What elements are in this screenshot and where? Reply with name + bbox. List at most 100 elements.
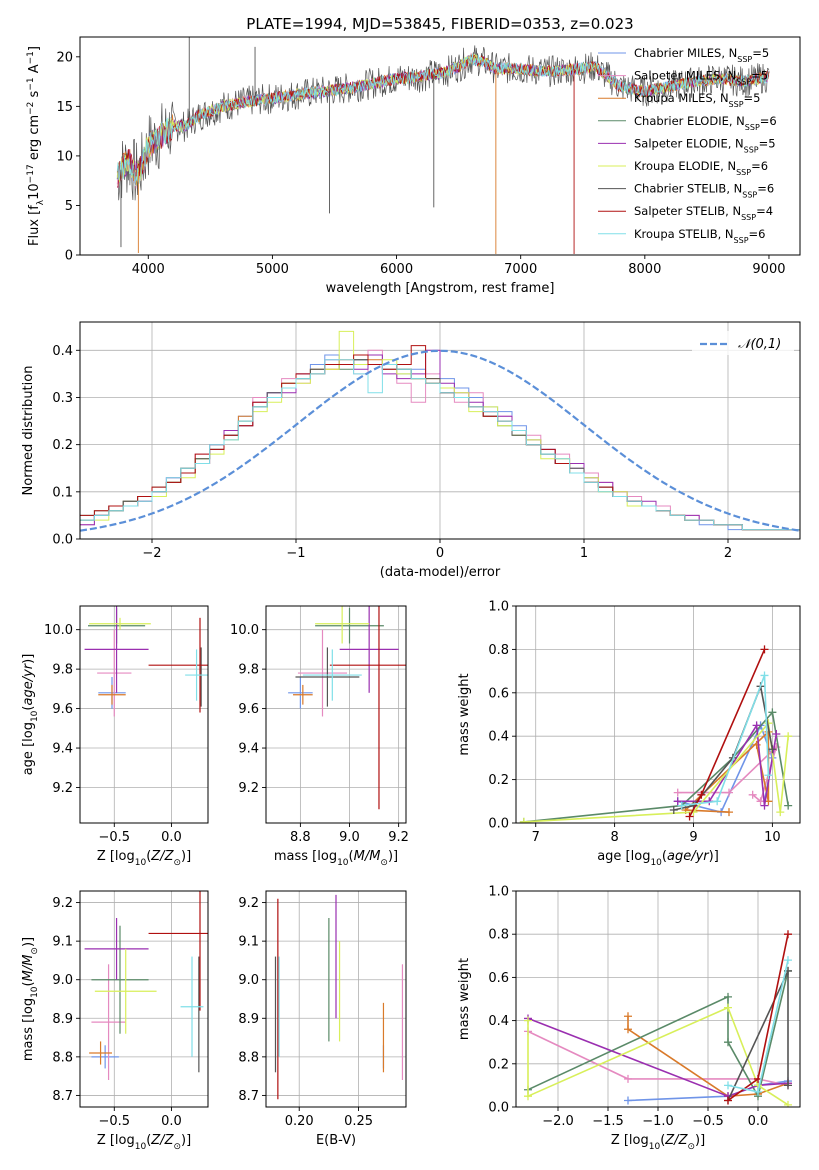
y-tick-label: 0.2 xyxy=(488,773,509,788)
y-tick-label: 9.6 xyxy=(52,702,73,717)
legend-entry-label: Chabrier ELODIE, N xyxy=(634,114,745,128)
x-tick-label: −1 xyxy=(286,546,305,561)
x-tick-label: 9.0 xyxy=(339,830,360,845)
x-axis-label: Z [log10(Z/Z⊙)] xyxy=(611,1133,705,1152)
legend-entry-sub: SSP xyxy=(736,77,751,86)
y-axis-label-part: λ xyxy=(36,199,46,205)
x-tick-label: 0.0 xyxy=(161,1114,182,1129)
x-axis-label-part: )] xyxy=(709,849,719,864)
spectrum-line xyxy=(117,54,770,188)
y-tick-label: 10.0 xyxy=(230,623,259,638)
legend-entry-label: Salpeter STELIB, N xyxy=(634,204,741,218)
x-axis-label: (data-model)/error xyxy=(380,565,501,580)
y-tick-label: 9.8 xyxy=(238,663,259,678)
spectrum-line xyxy=(116,53,769,187)
y-tick-label: 1.0 xyxy=(488,600,509,615)
weight-point xyxy=(724,1081,732,1090)
y-tick-label: 0.2 xyxy=(488,1057,509,1072)
y-axis-label-part: Normed distribution xyxy=(21,366,36,496)
x-tick-label: −2 xyxy=(142,546,161,561)
x-axis-label: wavelength [Angstrom, rest frame] xyxy=(326,281,555,296)
x-tick-label: −1.5 xyxy=(592,1114,624,1129)
legend-entry-sub: SSP xyxy=(741,213,756,222)
plot-area-spectrum xyxy=(116,37,770,255)
x-axis-label-part: 10 xyxy=(135,1142,147,1152)
plot-area-ebv-mass xyxy=(274,894,404,1100)
axes-frame xyxy=(265,605,407,824)
y-tick-label: 8.9 xyxy=(238,1012,259,1027)
y-axis-label-part: ⊙ xyxy=(30,947,40,955)
gaussian-curve xyxy=(80,349,800,532)
y-axis-label: Flux [fλ10−17 erg cm−2 s−1 A−1] xyxy=(26,46,46,246)
y-axis-label-part: mass weight xyxy=(457,673,472,755)
y-axis-label-part: mass [log xyxy=(21,998,36,1061)
x-tick-label: 1 xyxy=(580,546,588,561)
y-axis-label-part: 10 xyxy=(30,986,40,998)
x-axis-label-part: )] xyxy=(695,1133,705,1148)
y-axis-label-part: ] xyxy=(27,46,42,51)
labels-z-mass: Z [log10(Z/Z⊙)]mass [log10(M/M⊙)] xyxy=(21,937,191,1152)
legend-entry-label: Chabrier MILES, N xyxy=(634,46,737,60)
x-tick-label: −1.0 xyxy=(642,1114,674,1129)
y-tick-label: 10.0 xyxy=(44,623,73,638)
weight-point xyxy=(724,992,732,1001)
y-tick-label: 5 xyxy=(65,199,73,214)
weight-point xyxy=(784,930,792,939)
x-tick-label: 8 xyxy=(610,830,618,845)
x-tick-label: −0.5 xyxy=(692,1114,724,1129)
weight-point xyxy=(724,1003,732,1012)
y-axis-label-part: −2 xyxy=(26,102,36,115)
y-axis-label-part: erg cm xyxy=(27,115,42,164)
y-axis-label-part: −1 xyxy=(26,77,36,90)
y-axis-label: Normed distribution xyxy=(21,366,36,496)
weight-point xyxy=(624,1012,632,1021)
y-tick-label: 15 xyxy=(56,100,73,115)
plot-area-residuals xyxy=(80,330,800,539)
x-tick-label: −2.0 xyxy=(542,1114,574,1129)
legend-entry-label: Chabrier STELIB, N xyxy=(634,182,742,196)
weight-point xyxy=(784,956,792,965)
weight-point xyxy=(713,797,722,806)
y-tick-label: 9.1 xyxy=(52,935,73,950)
y-axis-label: mass weight xyxy=(457,673,472,755)
legend-entry: Chabrier STELIB, NSSP=6 xyxy=(634,182,774,200)
y-tick-label: 9.1 xyxy=(238,935,259,950)
x-tick-label: 0 xyxy=(436,546,444,561)
x-tick-label: 2 xyxy=(724,546,732,561)
legend-entry-sub: SSP xyxy=(737,55,752,64)
legend-entry-n: =5 xyxy=(751,69,768,83)
legend-entry: Salpeter STELIB, NSSP=4 xyxy=(634,204,773,222)
y-axis-label-part: mass weight xyxy=(457,958,472,1040)
axes-frame xyxy=(79,890,209,1108)
weight-line xyxy=(523,710,789,823)
weight-point xyxy=(760,801,769,810)
x-axis-label: Z [log10(Z/Z⊙)] xyxy=(97,849,191,868)
legend-box xyxy=(692,331,794,355)
weight-point xyxy=(519,817,528,823)
x-tick-label: 9 xyxy=(689,830,697,845)
axes-spectrum: 4000 5000 6000 7000 8000 9000 0 5 10 15 20 Chabrier… xyxy=(56,36,801,277)
labels-z-age: Z [log10(Z/Z⊙)]age [log10(age/yr)] xyxy=(21,654,191,868)
labels-age-weight: age [log10(age/yr)] mass weight xyxy=(457,673,719,868)
weight-point xyxy=(784,801,793,810)
histogram-series xyxy=(80,359,800,539)
labels-spectrum: wavelength [Angstrom, rest frame] Flux [f… xyxy=(26,46,554,296)
legend-entry: Kroupa ELODIE, NSSP=6 xyxy=(634,159,768,177)
axes-z-weight: −2.0 −1.5 −1.0 −0.5 0.0 0.0 0.2 0.4 0.6 0.8 1.0 xyxy=(488,885,801,1129)
x-axis-label-part: ( xyxy=(349,849,354,864)
legend-entry: Chabrier MILES, NSSP=5 xyxy=(634,46,769,64)
legend-entry-n: =6 xyxy=(760,114,777,128)
y-tick-label: 0.2 xyxy=(52,438,73,453)
x-axis-label-part: ⊙ xyxy=(380,858,388,868)
legend-entry-label: Salpeter MILES, N xyxy=(634,69,736,83)
weight-point xyxy=(776,808,785,817)
axes-frame xyxy=(79,605,209,824)
y-tick-label: 9.0 xyxy=(52,973,73,988)
legend-entry-n: =5 xyxy=(744,91,761,105)
legend-entry-label: Kroupa ELODIE, N xyxy=(634,159,736,173)
x-axis-label-part: ( xyxy=(146,1133,151,1148)
y-tick-label: 0.0 xyxy=(488,817,509,832)
y-tick-label: 0.1 xyxy=(52,485,73,500)
y-axis-label-part: M/M xyxy=(21,955,36,982)
